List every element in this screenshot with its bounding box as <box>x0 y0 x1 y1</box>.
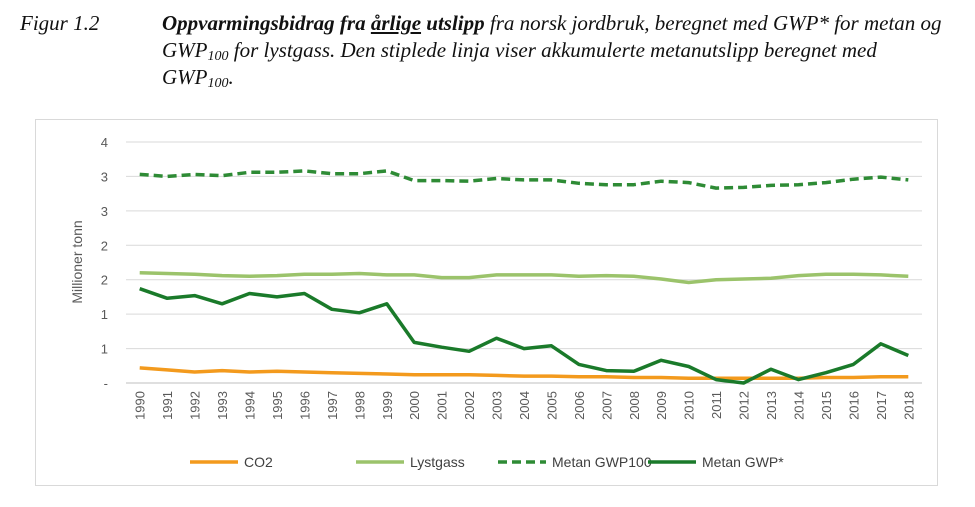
x-tick-label: 2002 <box>462 391 477 420</box>
x-tick-label: 2018 <box>901 391 916 420</box>
y-tick-label: 3 <box>101 204 108 219</box>
x-tick-label: 2004 <box>517 391 532 420</box>
y-tick-label: 1 <box>101 307 108 322</box>
x-tick-label: 2009 <box>654 391 669 420</box>
x-tick-label: 1994 <box>243 391 258 420</box>
x-axis-ticks: 1990 1991 1992 1993 1994 1995 1996 1997 1998 1999… <box>133 391 917 420</box>
x-tick-label: 2008 <box>627 391 642 420</box>
x-tick-label: 2011 <box>709 391 724 419</box>
caption-text-3: . <box>228 65 234 89</box>
y-tick-label: - <box>104 376 108 391</box>
x-tick-label: 1999 <box>380 391 395 420</box>
series-line-lystgass <box>139 271 909 285</box>
series-line-metan-gwp100 <box>139 169 909 190</box>
series-line-metan-gwp- <box>139 287 909 385</box>
x-tick-label: 2007 <box>599 391 614 420</box>
legend-label: Metan GWP* <box>702 454 784 470</box>
x-tick-label: 2013 <box>764 391 779 420</box>
caption-text-1: fra norsk jordbruk, beregnet med GWP* fo… <box>162 11 942 62</box>
x-tick-label: 2016 <box>846 391 861 420</box>
x-tick-label: 1990 <box>133 391 148 420</box>
x-tick-label: 1996 <box>297 391 312 420</box>
x-tick-label: 1997 <box>325 391 340 420</box>
x-tick-label: 1993 <box>215 391 230 420</box>
caption-text-2: for lystgass. Den stiplede linja viser a… <box>162 38 877 89</box>
caption-title-bold-1: Oppvarmingsbidrag fra <box>162 11 371 35</box>
x-tick-label: 2005 <box>544 391 559 420</box>
figure-label: Figur 1.2 <box>20 11 100 35</box>
x-tick-label: 2001 <box>435 391 450 420</box>
x-tick-label: 2003 <box>490 391 505 420</box>
series-line-co2 <box>139 366 909 380</box>
x-tick-label: 1991 <box>160 391 175 420</box>
caption-title-bold-2: utslipp <box>421 11 485 35</box>
x-tick-label: 2015 <box>819 391 834 420</box>
x-tick-label: 1995 <box>270 391 285 420</box>
y-tick-label: 4 <box>101 135 108 150</box>
x-tick-label: 2006 <box>572 391 587 420</box>
y-axis-ticks: - 1 1 2 2 3 3 4 <box>101 135 108 391</box>
y-axis-title: Millioner tonn <box>69 220 85 303</box>
x-tick-label: 2014 <box>791 391 806 420</box>
caption-sub-1: 100 <box>207 49 229 64</box>
figure-caption: Figur 1.2 Oppvarmingsbidrag fra årlige u… <box>20 10 960 91</box>
y-tick-label: 2 <box>101 238 108 253</box>
x-tick-label: 2017 <box>874 391 889 420</box>
y-tick-label: 1 <box>101 342 108 357</box>
legend-label: CO2 <box>244 454 273 470</box>
chart-frame <box>35 119 938 486</box>
caption-sub-2: 100 <box>207 76 229 91</box>
caption-title-underlined: årlige <box>370 11 422 35</box>
x-tick-label: 2000 <box>407 391 422 420</box>
x-tick-label: 2012 <box>737 391 752 420</box>
y-tick-label: 3 <box>101 169 108 184</box>
y-tick-label: 2 <box>101 273 108 288</box>
x-tick-label: 2010 <box>682 391 697 420</box>
legend: CO2 Lystgass Metan GWP100 Metan GWP* <box>190 454 784 470</box>
x-tick-label: 1992 <box>188 391 203 420</box>
legend-label: Metan GWP100 <box>552 454 652 470</box>
series-lines <box>139 169 909 385</box>
legend-label: Lystgass <box>410 454 465 470</box>
x-tick-label: 1998 <box>352 391 367 420</box>
caption-text: Oppvarmingsbidrag fra årlige utslipp fra… <box>162 10 942 91</box>
